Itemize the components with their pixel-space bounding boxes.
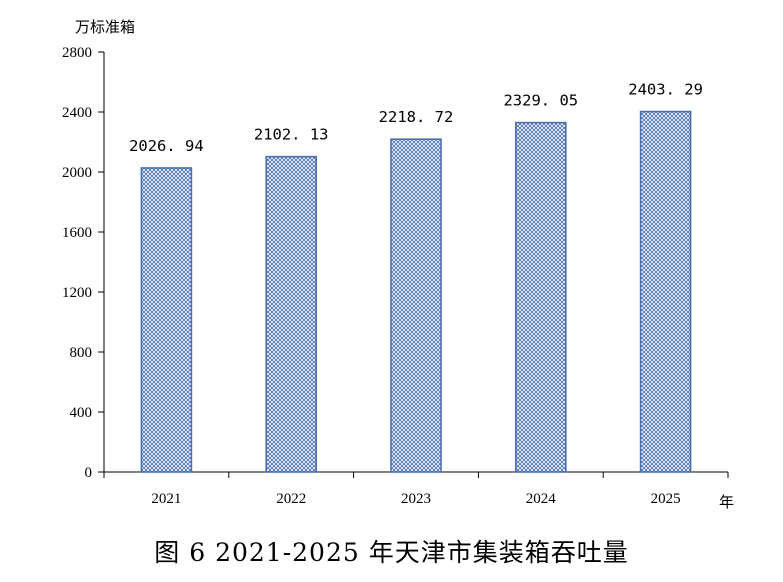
x-axis-unit-label: 年 <box>719 493 734 511</box>
bar-2021 <box>140 167 193 473</box>
data-label-2023: 2218. 72 <box>379 108 454 126</box>
x-tick-label: 2024 <box>526 491 557 507</box>
y-tick-label: 0 <box>85 465 93 481</box>
y-tick-label: 800 <box>70 345 93 361</box>
y-axis-unit-label: 万标准箱 <box>75 18 135 36</box>
y-tick-label: 1600 <box>62 225 92 241</box>
bar-2024 <box>514 121 567 473</box>
y-tick-label: 400 <box>70 405 93 421</box>
data-label-2024: 2329. 05 <box>503 92 578 110</box>
data-label-2022: 2102. 13 <box>254 126 329 144</box>
x-tick-label: 2022 <box>276 491 306 507</box>
data-label-2021: 2026. 94 <box>129 137 204 155</box>
bar-2022 <box>265 155 318 473</box>
data-label-2025: 2403. 29 <box>628 81 703 99</box>
x-tick-label: 2023 <box>401 491 431 507</box>
bar-chart: 万标准箱 0 400 800 1200 1600 2000 2400 2800 2021 202… <box>62 18 734 511</box>
figure-caption: 图 6 2021-2025 年天津市集装箱吞吐量 <box>154 538 629 567</box>
x-tick-label: 2021 <box>151 491 181 507</box>
x-tick-label: 2025 <box>651 491 681 507</box>
y-tick-label: 1200 <box>62 285 92 301</box>
y-tick-label: 2800 <box>62 45 92 61</box>
bar-2023 <box>390 138 442 473</box>
y-tick-label: 2000 <box>62 165 92 181</box>
y-tick-label: 2400 <box>62 105 92 121</box>
bar-2025 <box>639 110 692 473</box>
